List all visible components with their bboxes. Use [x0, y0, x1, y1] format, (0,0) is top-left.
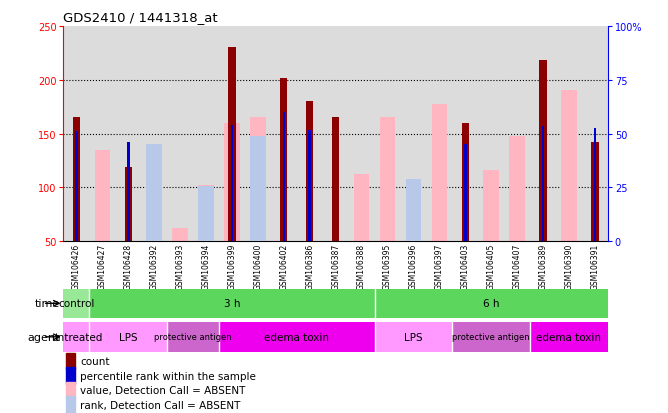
Bar	[354, 175, 369, 242]
Text: edema toxin: edema toxin	[536, 332, 601, 342]
Bar	[219, 322, 375, 352]
Bar	[228, 48, 236, 242]
Bar	[540, 61, 546, 242]
Bar	[125, 168, 132, 242]
Bar	[66, 382, 75, 399]
Bar	[224, 123, 240, 242]
Text: 3 h: 3 h	[224, 299, 240, 309]
Bar	[146, 145, 162, 242]
Text: LPS: LPS	[119, 332, 138, 342]
Bar	[561, 91, 576, 242]
Bar	[95, 150, 110, 242]
Bar	[167, 322, 219, 352]
Bar	[405, 218, 422, 242]
Bar	[146, 162, 162, 242]
Bar	[250, 136, 266, 242]
Text: time: time	[35, 299, 60, 309]
Bar	[73, 118, 80, 242]
Bar	[309, 131, 311, 242]
Bar	[452, 322, 530, 352]
Bar	[591, 143, 599, 242]
Bar	[379, 118, 395, 242]
Bar	[594, 129, 597, 242]
Text: value, Detection Call = ABSENT: value, Detection Call = ABSENT	[80, 385, 246, 395]
Bar	[63, 289, 90, 318]
Bar	[198, 187, 214, 242]
Text: protective antigen: protective antigen	[452, 332, 530, 342]
Bar	[172, 229, 188, 242]
Bar	[530, 322, 608, 352]
Text: percentile rank within the sample: percentile rank within the sample	[80, 370, 257, 381]
Bar	[306, 102, 313, 242]
Bar	[198, 186, 214, 242]
Bar	[66, 367, 75, 384]
Bar	[464, 145, 466, 242]
Bar	[66, 396, 75, 413]
Bar	[375, 289, 608, 318]
Text: untreated: untreated	[51, 332, 102, 342]
Bar	[332, 118, 339, 242]
Bar	[510, 136, 525, 242]
Text: agent: agent	[28, 332, 60, 342]
Bar	[375, 322, 452, 352]
Bar	[462, 123, 469, 242]
Text: GDS2410 / 1441318_at: GDS2410 / 1441318_at	[63, 11, 218, 24]
Bar	[542, 127, 544, 242]
Bar	[75, 132, 77, 242]
Bar	[66, 353, 75, 370]
Bar	[283, 113, 285, 242]
Text: LPS: LPS	[404, 332, 423, 342]
Bar	[230, 126, 233, 242]
Bar	[432, 105, 447, 242]
Bar	[484, 171, 499, 242]
Text: rank, Detection Call = ABSENT: rank, Detection Call = ABSENT	[80, 400, 240, 410]
Bar	[90, 322, 167, 352]
Bar	[405, 179, 422, 242]
Bar	[250, 118, 266, 242]
Text: control: control	[58, 299, 95, 309]
Bar	[90, 289, 375, 318]
Text: protective antigen: protective antigen	[154, 332, 232, 342]
Text: 6 h: 6 h	[483, 299, 500, 309]
Bar	[280, 78, 287, 242]
Text: count: count	[80, 356, 110, 366]
Bar	[127, 143, 130, 242]
Text: edema toxin: edema toxin	[265, 332, 329, 342]
Bar	[63, 322, 90, 352]
